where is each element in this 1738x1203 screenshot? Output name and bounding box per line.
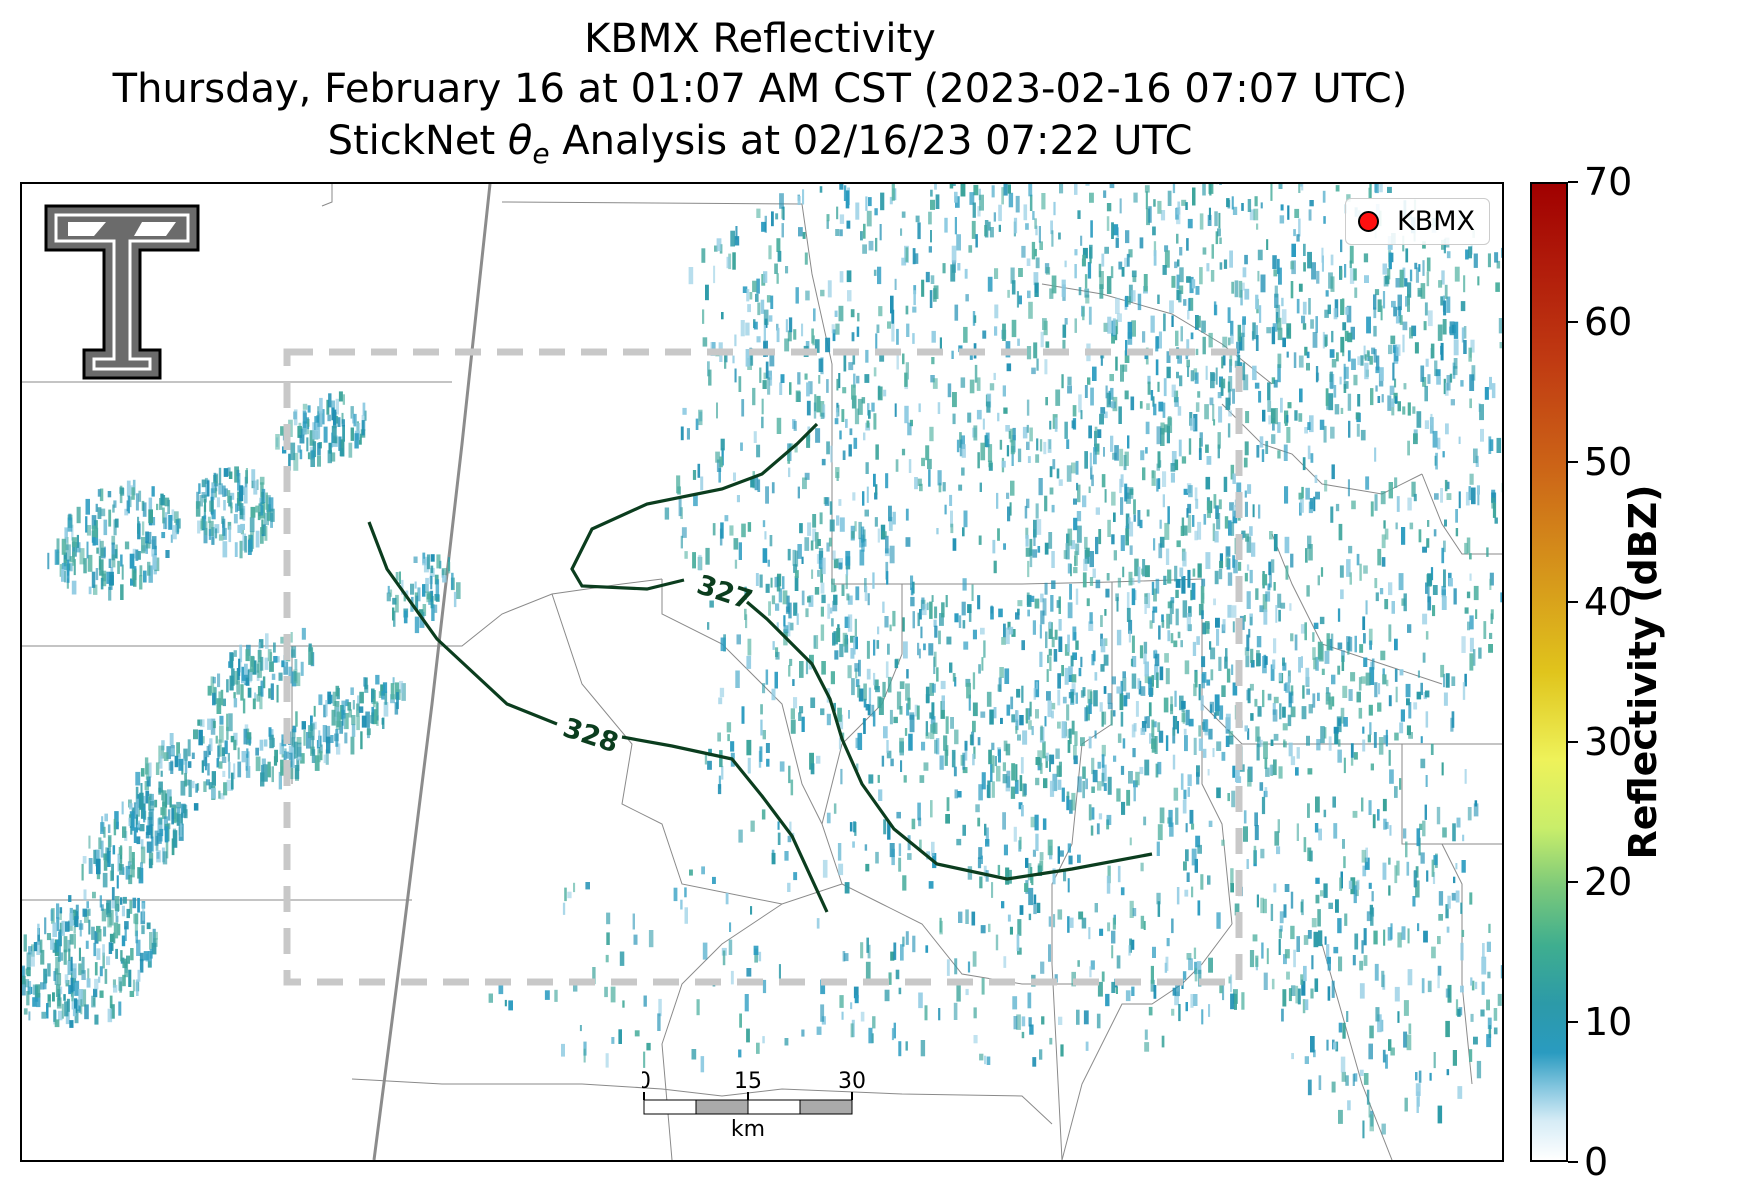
- chart-subtitle-datetime: Thursday, February 16 at 01:07 AM CST (2…: [112, 66, 1408, 112]
- double-t-logo-icon: [42, 202, 202, 386]
- contour-label-328: 328: [559, 712, 622, 759]
- chart-title: KBMX Reflectivity: [584, 16, 936, 62]
- colorbar-tick-label: 50: [1584, 440, 1633, 484]
- legend-label: KBMX: [1396, 206, 1475, 237]
- colorbar: [1530, 182, 1568, 1162]
- colorbar-tick-label: 40: [1584, 580, 1633, 624]
- contour-327: [570, 422, 819, 591]
- colorbar-tick-mark: [1568, 181, 1578, 183]
- contour-328-lower: [621, 735, 829, 913]
- colorbar-title: Reflectivity (dBZ): [1621, 484, 1665, 860]
- theta-e-contours: [367, 422, 1153, 913]
- colorbar-tick-label: 10: [1584, 1000, 1633, 1044]
- state-boundary: [372, 184, 492, 1160]
- colorbar-tick-label: 70: [1584, 160, 1633, 204]
- colorbar-tick-mark: [1568, 1021, 1578, 1023]
- scale-bar: 0 15 30 km: [637, 1069, 902, 1142]
- colorbar-tick-mark: [1568, 461, 1578, 463]
- map-canvas[interactable]: 327 328: [22, 184, 1502, 1160]
- map-legend: KBMX: [1344, 198, 1490, 245]
- radar-site-marker-icon: [1357, 211, 1379, 232]
- analysis-suffix: Analysis at 02/16/23 07:22 UTC: [549, 118, 1193, 164]
- scale-tick-30: 30: [838, 1070, 866, 1094]
- scale-tick-0: 0: [642, 1070, 651, 1094]
- colorbar-tick-mark: [1568, 321, 1578, 323]
- contour-328: [367, 521, 558, 726]
- colorbar-tick-mark: [1568, 881, 1578, 883]
- theta-subscript: e: [532, 137, 550, 170]
- colorbar-tick-label: 0: [1584, 1140, 1609, 1184]
- analysis-domain-box: [283, 348, 1243, 986]
- map-panel[interactable]: 327 328 KBMX 0 15 30 km: [20, 182, 1504, 1162]
- colorbar-tick-label: 20: [1584, 860, 1633, 904]
- colorbar-tick-mark: [1568, 601, 1578, 603]
- radar-echoes: [22, 184, 1502, 1139]
- scale-unit: km: [731, 1117, 765, 1140]
- contour-label-327: 327: [693, 569, 756, 616]
- scale-tick-15: 15: [734, 1070, 762, 1094]
- colorbar-tick-label: 30: [1584, 720, 1633, 764]
- chart-subtitle-analysis: StickNet θe Analysis at 02/16/23 07:22 U…: [0, 118, 1520, 177]
- colorbar-tick-mark: [1568, 741, 1578, 743]
- theta-symbol: θ: [507, 118, 533, 164]
- contour-327-lower: [745, 600, 1153, 881]
- colorbar-tick-mark: [1568, 1161, 1578, 1163]
- analysis-prefix: StickNet: [327, 118, 508, 164]
- colorbar-tick-label: 60: [1584, 300, 1633, 344]
